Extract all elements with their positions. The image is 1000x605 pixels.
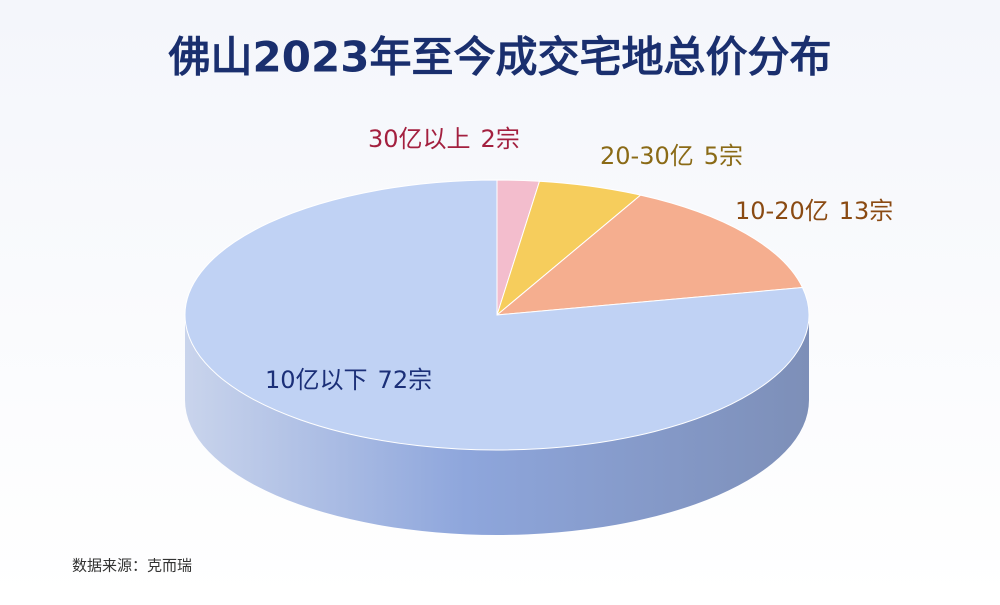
source-note: 数据来源：克而瑞 — [72, 557, 192, 575]
slice-category: 30亿以上 — [368, 125, 471, 153]
slice-label: 10-20亿 13宗 — [735, 197, 893, 225]
slice-category: 10-20亿 — [735, 197, 829, 225]
slice-value-label: 13宗 — [839, 197, 894, 225]
slice-value-label: 5宗 — [704, 142, 743, 170]
slice-value-label: 72宗 — [378, 366, 433, 394]
pie-side — [185, 315, 809, 535]
pie-slice — [495, 194, 804, 316]
slice-value-label: 2宗 — [481, 125, 520, 153]
slice-label: 10亿以下 72宗 — [265, 366, 432, 394]
slice-label: 30亿以上 2宗 — [368, 125, 520, 153]
pie-slice — [184, 179, 810, 451]
slice-category: 10亿以下 — [265, 366, 368, 394]
slice-label: 20-30亿 5宗 — [600, 142, 743, 170]
chart-title: 佛山2023年至今成交宅地总价分布 — [168, 33, 832, 82]
slice-category: 20-30亿 — [600, 142, 694, 170]
